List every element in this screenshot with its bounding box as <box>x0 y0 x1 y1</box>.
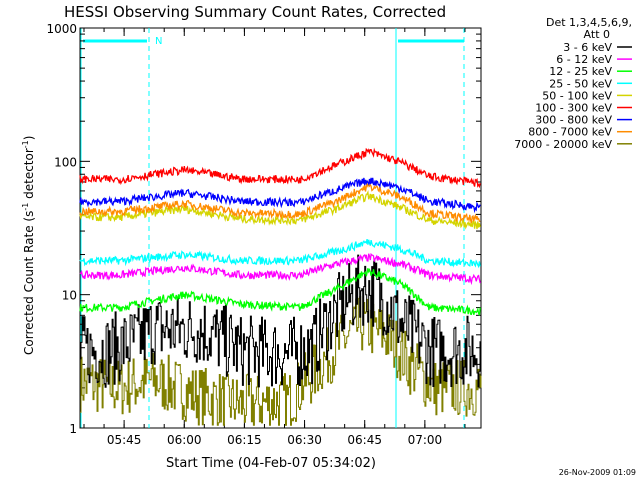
y-axis-label-sup1: -1 <box>21 203 30 211</box>
legend-header-line-1: Det 1,3,4,5,6,9, <box>546 16 632 29</box>
legend-entry-label: 7000 - 20000 keV <box>514 138 612 151</box>
legend-entry-label: 6 - 12 keV <box>556 53 612 66</box>
footer-timestamp: 26-Nov-2009 01:09 <box>559 468 636 477</box>
x-tick-label: 06:15 <box>227 433 262 447</box>
y-tick-label: 10 <box>62 289 77 303</box>
series-line-800-7000-kev <box>79 180 481 224</box>
series-line-7000-20000-kev <box>80 296 482 426</box>
night-label: N <box>155 36 162 47</box>
chart-title: HESSI Observing Summary Count Rates, Cor… <box>64 3 446 21</box>
series-line-12-25-kev <box>79 267 481 316</box>
x-axis-label: Start Time (04-Feb-07 05:34:02) <box>166 456 376 471</box>
legend-entry-label: 100 - 300 keV <box>535 102 612 115</box>
series-layer <box>79 147 482 426</box>
y-tick-label: 1000 <box>46 22 77 36</box>
legend-entry-label: 3 - 6 keV <box>563 41 612 54</box>
x-tick-label: 05:45 <box>107 433 142 447</box>
series-line-25-50-kev <box>79 238 481 269</box>
x-tick-label: 06:30 <box>287 433 322 447</box>
legend-header-line-2: Att 0 <box>584 28 610 41</box>
axes: 05:45 06:00 06:15 06:30 06:45 07:00 1 10 100 1000 <box>46 22 481 447</box>
series-line-300-800-kev <box>79 177 481 214</box>
x-tick-label: 06:45 <box>347 433 382 447</box>
y-axis-label-main: Corrected Count Rate (s <box>22 211 36 355</box>
series-line-6-12-kev <box>79 252 481 286</box>
plot-area <box>79 27 482 429</box>
y-axis-label-mid: detector <box>22 148 36 203</box>
y-tick-label: 100 <box>54 155 77 169</box>
y-axis-label-sup2: -1 <box>21 140 30 148</box>
x-tick-label: 07:00 <box>408 433 443 447</box>
y-axis-label-end: ) <box>22 136 36 141</box>
y-tick-label: 1 <box>69 422 77 436</box>
legend-entry-label: 50 - 100 keV <box>542 89 612 102</box>
series-line-3-6-kev <box>80 254 482 388</box>
x-tick-label: 06:00 <box>167 433 202 447</box>
legend-entry-label: 300 - 800 keV <box>535 114 612 127</box>
series-line-100-300-kev <box>79 147 481 189</box>
legend-entry-label: 12 - 25 keV <box>549 65 612 78</box>
legend-entry-label: 25 - 50 keV <box>549 77 612 90</box>
legend-entry-label: 800 - 7000 keV <box>528 126 612 139</box>
y-axis-label: Corrected Count Rate (s-1 detector-1) <box>21 136 36 355</box>
